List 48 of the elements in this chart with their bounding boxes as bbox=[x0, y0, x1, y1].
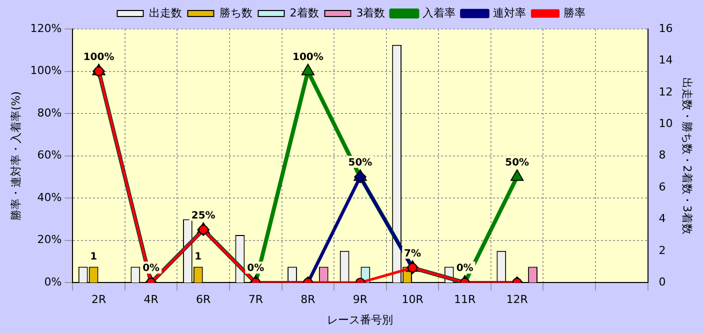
y2-tick-label: 2 bbox=[658, 244, 666, 257]
data-label: 0% bbox=[142, 263, 160, 274]
legend-label: 2着数 bbox=[290, 6, 319, 20]
data-label: 100% bbox=[83, 52, 114, 63]
data-label: 1 bbox=[194, 251, 202, 262]
y-tick-label: 20% bbox=[37, 233, 62, 246]
y-tick-label: 100% bbox=[30, 64, 62, 78]
data-label: 0% bbox=[456, 263, 474, 274]
y2-tick-label: 12 bbox=[658, 85, 673, 98]
y-tick-label: 60% bbox=[37, 148, 62, 162]
legend-label: 勝ち数 bbox=[219, 6, 252, 20]
y-tick-label: 40% bbox=[37, 190, 62, 204]
x-axis-title: レース番号別 bbox=[327, 313, 394, 326]
data-label: 1 bbox=[90, 251, 98, 262]
x-tick-label: 12R bbox=[506, 293, 528, 306]
y2-axis-title: 出走数・勝ち数・2着数・3着数 bbox=[680, 77, 694, 234]
y2-tick-label: 6 bbox=[658, 180, 666, 194]
x-tick-label: 6R bbox=[196, 293, 212, 306]
x-tick-label: 9R bbox=[352, 293, 368, 306]
y-tick-label: 0% bbox=[44, 275, 62, 288]
data-label: 50% bbox=[348, 158, 372, 169]
x-tick-label: 7R bbox=[248, 293, 264, 306]
x-tick-label: 10R bbox=[402, 293, 424, 306]
data-label: 7% bbox=[404, 248, 422, 260]
legend-label: 出走数 bbox=[148, 6, 182, 20]
legend-label: 入着率 bbox=[422, 6, 456, 20]
y2-tick-label: 14 bbox=[658, 54, 673, 67]
x-tick-label: 2R bbox=[91, 293, 106, 306]
legend-label: 連対率 bbox=[493, 6, 526, 20]
y-axis-title: 勝率・連対率・入着率(%) bbox=[9, 91, 22, 220]
x-tick-label: 8R bbox=[300, 293, 316, 306]
legend-label: 3着数 bbox=[356, 6, 386, 20]
data-label: 100% bbox=[292, 52, 324, 63]
data-label: 50% bbox=[505, 158, 530, 169]
y-tick-label: 120% bbox=[30, 22, 62, 35]
legend-label: 勝率 bbox=[564, 6, 586, 20]
data-label: 0% bbox=[247, 263, 264, 274]
y2-tick-label: 4 bbox=[658, 212, 666, 226]
x-tick-label: 11R bbox=[454, 293, 476, 306]
point bbox=[510, 169, 524, 181]
x-tick-label: 4R bbox=[144, 293, 159, 306]
y2-tick-label: 10 bbox=[658, 116, 673, 130]
point bbox=[301, 64, 314, 76]
y2-tick-label: 0 bbox=[658, 275, 666, 288]
data-label: 25% bbox=[191, 210, 216, 222]
y2-tick-label: 8 bbox=[658, 148, 666, 162]
y2-tick-label: 16 bbox=[658, 22, 673, 35]
y-tick-label: 80% bbox=[37, 106, 62, 120]
